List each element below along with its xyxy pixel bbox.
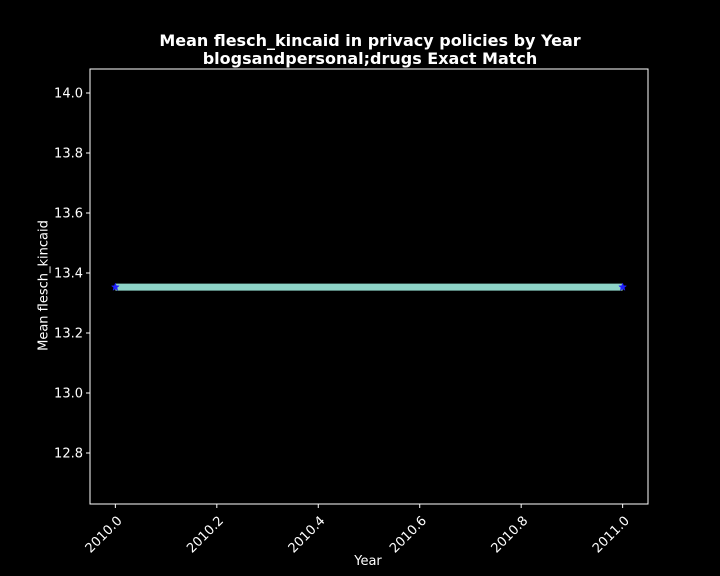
x-tick-label: 2010.4 bbox=[286, 514, 329, 557]
x-tick-label: 2011.0 bbox=[590, 514, 633, 557]
y-tick-label: 13.6 bbox=[54, 207, 83, 222]
y-axis-label: Mean flesch_kincaid bbox=[36, 220, 52, 351]
data-point-star bbox=[618, 282, 628, 291]
y-tick-label: 12.8 bbox=[54, 447, 83, 462]
y-tick-label: 13.4 bbox=[54, 267, 83, 282]
x-tick-label: 2010.6 bbox=[387, 514, 430, 557]
chart-subtitle: blogsandpersonal;drugs Exact Match bbox=[202, 49, 538, 68]
x-axis-label: Year bbox=[354, 554, 382, 569]
x-tick-label: 2010.2 bbox=[184, 514, 227, 557]
axes-frame bbox=[89, 68, 649, 505]
chart-title: Mean flesch_kincaid in privacy policies … bbox=[159, 31, 581, 50]
data-point-star bbox=[110, 282, 120, 291]
y-tick-label: 13.8 bbox=[54, 147, 83, 162]
y-tick-label: 13.2 bbox=[54, 327, 83, 342]
x-tick-label: 2010.0 bbox=[83, 514, 126, 557]
x-tick-label: 2010.8 bbox=[489, 514, 532, 557]
y-tick-label: 13.0 bbox=[54, 387, 83, 402]
y-tick-label: 14.0 bbox=[54, 87, 83, 102]
